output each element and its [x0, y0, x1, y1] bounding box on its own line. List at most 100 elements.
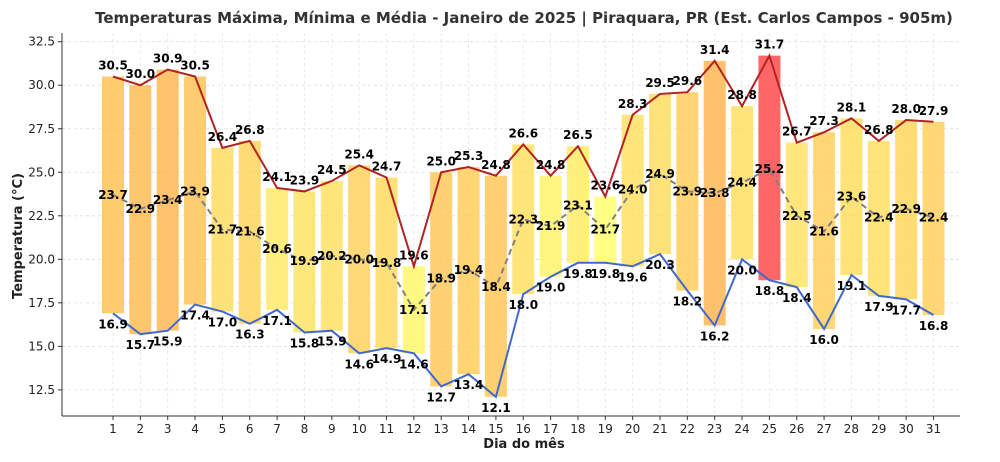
- x-tick-label: 28: [844, 422, 859, 436]
- x-tick-label: 24: [734, 422, 749, 436]
- max-value-label: 29.6: [673, 74, 703, 88]
- avg-value-label: 20.6: [262, 242, 292, 256]
- max-value-label: 30.0: [126, 67, 156, 81]
- y-tick-label: 25.0: [28, 165, 55, 179]
- temperature-bar: [594, 196, 617, 263]
- temperature-bar: [156, 69, 179, 331]
- max-value-label: 27.3: [809, 114, 839, 128]
- x-tick-label: 9: [328, 422, 336, 436]
- x-tick-label: 10: [352, 422, 367, 436]
- avg-value-label: 23.4: [153, 193, 183, 207]
- min-value-label: 14.6: [399, 357, 429, 371]
- max-value-label: 23.9: [290, 173, 320, 187]
- min-value-label: 18.8: [755, 284, 785, 298]
- avg-value-label: 23.1: [563, 198, 593, 212]
- max-value-label: 24.1: [262, 170, 292, 184]
- avg-value-label: 24.4: [727, 176, 757, 190]
- min-value-label: 17.1: [262, 314, 292, 328]
- x-tick-label: 13: [434, 422, 449, 436]
- min-value-label: 16.2: [700, 329, 730, 343]
- y-tick-label: 30.0: [28, 78, 55, 92]
- min-value-label: 19.8: [590, 267, 620, 281]
- series-lines: [112, 53, 934, 399]
- x-tick-label: 2: [137, 422, 145, 436]
- x-tick-label: 26: [789, 422, 804, 436]
- avg-value-label: 18.9: [426, 271, 456, 285]
- data-labels: 30.530.030.930.526.426.824.123.924.525.4…: [98, 38, 948, 415]
- min-value-label: 20.3: [645, 258, 675, 272]
- max-value-label: 30.5: [98, 59, 128, 73]
- x-tick-label: 11: [379, 422, 394, 436]
- x-tick-label: 4: [191, 422, 199, 436]
- y-tick-label: 15.0: [28, 339, 55, 353]
- avg-value-label: 21.9: [536, 219, 566, 233]
- avg-value-label: 21.7: [208, 223, 238, 237]
- min-value-label: 12.1: [481, 401, 511, 415]
- avg-value-label: 25.2: [755, 162, 785, 176]
- max-value-label: 25.4: [344, 147, 374, 161]
- max-value-label: 30.9: [153, 52, 183, 66]
- x-tick-label: 7: [273, 422, 281, 436]
- x-tick-label: 1: [109, 422, 117, 436]
- avg-value-label: 22.4: [919, 211, 949, 225]
- min-value-label: 15.9: [153, 335, 183, 349]
- min-value-label: 17.9: [864, 300, 894, 314]
- avg-value-label: 21.6: [809, 224, 839, 238]
- max-value-label: 23.6: [590, 179, 620, 193]
- min-value-label: 15.7: [126, 338, 156, 352]
- avg-temperature-line: [112, 167, 934, 312]
- min-value-label: 18.2: [673, 295, 703, 309]
- max-value-label: 26.7: [782, 125, 812, 139]
- min-value-label: 16.0: [809, 333, 839, 347]
- max-value-label: 24.8: [481, 158, 511, 172]
- y-tick-label: 17.5: [28, 296, 55, 310]
- max-temperature-line: [112, 53, 934, 270]
- temperature-bar: [539, 175, 562, 277]
- min-value-label: 18.4: [782, 291, 812, 305]
- avg-value-label: 22.9: [126, 202, 156, 216]
- min-value-label: 17.7: [891, 303, 921, 317]
- max-value-label: 31.7: [755, 38, 785, 52]
- max-value-label: 30.5: [180, 59, 210, 73]
- x-tick-label: 16: [516, 422, 531, 436]
- min-value-label: 16.8: [919, 319, 949, 333]
- max-value-label: 25.0: [426, 154, 456, 168]
- temperature-bar: [758, 55, 781, 281]
- max-value-label: 19.6: [399, 248, 429, 262]
- avg-value-label: 19.9: [290, 254, 320, 268]
- temperature-bar: [731, 106, 754, 260]
- temperature-bar: [676, 92, 699, 291]
- max-value-label: 24.7: [372, 159, 402, 173]
- max-value-label: 26.5: [563, 128, 593, 142]
- max-value-label: 25.3: [454, 149, 484, 163]
- temperature-bar: [703, 60, 726, 326]
- y-tick-label: 20.0: [28, 252, 55, 266]
- x-tick-label: 22: [680, 422, 695, 436]
- avg-value-label: 22.9: [891, 202, 921, 216]
- avg-value-label: 24.0: [618, 183, 648, 197]
- temperature-bar: [649, 93, 671, 255]
- min-value-label: 20.0: [727, 263, 757, 277]
- temperature-bar: [375, 177, 398, 349]
- min-value-label: 14.6: [344, 357, 374, 371]
- min-temperature-line: [112, 252, 934, 399]
- y-axis-label: Temperatura (°C): [11, 173, 26, 299]
- min-value-label: 15.9: [317, 335, 347, 349]
- avg-value-label: 19.4: [454, 263, 484, 277]
- min-value-label: 14.9: [372, 352, 402, 366]
- avg-value-label: 22.5: [782, 209, 812, 223]
- max-value-label: 26.8: [235, 123, 265, 137]
- min-value-label: 19.0: [536, 281, 566, 295]
- x-tick-label: 27: [816, 422, 831, 436]
- x-tick-label: 18: [570, 422, 585, 436]
- avg-value-label: 17.1: [399, 303, 429, 317]
- min-value-label: 13.4: [454, 378, 484, 392]
- x-tick-label: 12: [406, 422, 421, 436]
- x-tick-label: 19: [598, 422, 613, 436]
- max-value-label: 26.8: [864, 123, 894, 137]
- min-value-label: 16.3: [235, 328, 265, 342]
- max-value-label: 26.6: [508, 126, 538, 140]
- avg-value-label: 22.4: [864, 211, 894, 225]
- min-value-label: 19.1: [837, 279, 867, 293]
